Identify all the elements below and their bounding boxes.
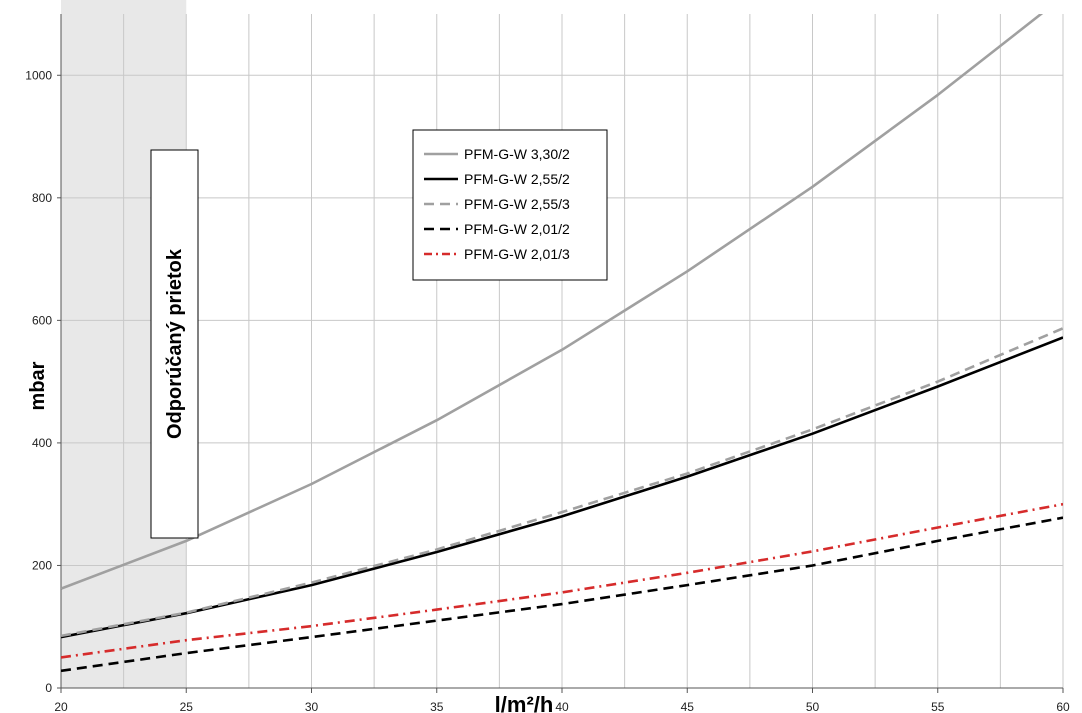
legend: PFM-G-W 3,30/2 PFM-G-W 2,55/2 PFM-G-W 2,55…	[412, 129, 608, 281]
x-tick-label: 55	[931, 700, 945, 713]
y-tick-label: 0	[45, 681, 52, 695]
legend-label-3: PFM-G-W 2,55/3	[464, 196, 570, 212]
x-tick-label: 40	[555, 700, 569, 713]
series-line-2	[61, 336, 1063, 639]
x-axis-label: l/m²/h	[495, 692, 554, 713]
annotation-label: Odporúčaný prietok	[164, 248, 186, 439]
recommended-flow-annotation: Odporúčaný prietok	[150, 149, 199, 539]
series-line-1	[61, 14, 1044, 590]
x-tick-label: 25	[180, 700, 194, 713]
y-tick-label: 400	[32, 436, 52, 450]
series-line-3	[61, 327, 1063, 638]
x-tick-label: 20	[54, 700, 68, 713]
y-tick-label: 200	[32, 558, 52, 572]
annotation-box	[150, 149, 199, 539]
x-tick-label: 50	[806, 700, 820, 713]
y-tick-label: 800	[32, 191, 52, 205]
y-tick-label: 600	[32, 313, 52, 327]
series-line-4	[61, 516, 1063, 673]
y-tick-label: 1000	[25, 68, 52, 82]
legend-label-1: PFM-G-W 3,30/2	[464, 146, 570, 162]
x-tick-label: 60	[1056, 700, 1070, 713]
legend-label-2: PFM-G-W 2,55/2	[464, 171, 570, 187]
legend-label-4: PFM-G-W 2,01/2	[464, 221, 570, 237]
series-line-5	[61, 502, 1063, 659]
x-tick-label: 45	[681, 700, 695, 713]
y-axis-label: mbar	[27, 361, 49, 410]
x-tick-label: 35	[430, 700, 444, 713]
x-tick-label: 30	[305, 700, 319, 713]
series-lines	[61, 14, 1063, 673]
legend-label-5: PFM-G-W 2,01/3	[464, 246, 570, 262]
